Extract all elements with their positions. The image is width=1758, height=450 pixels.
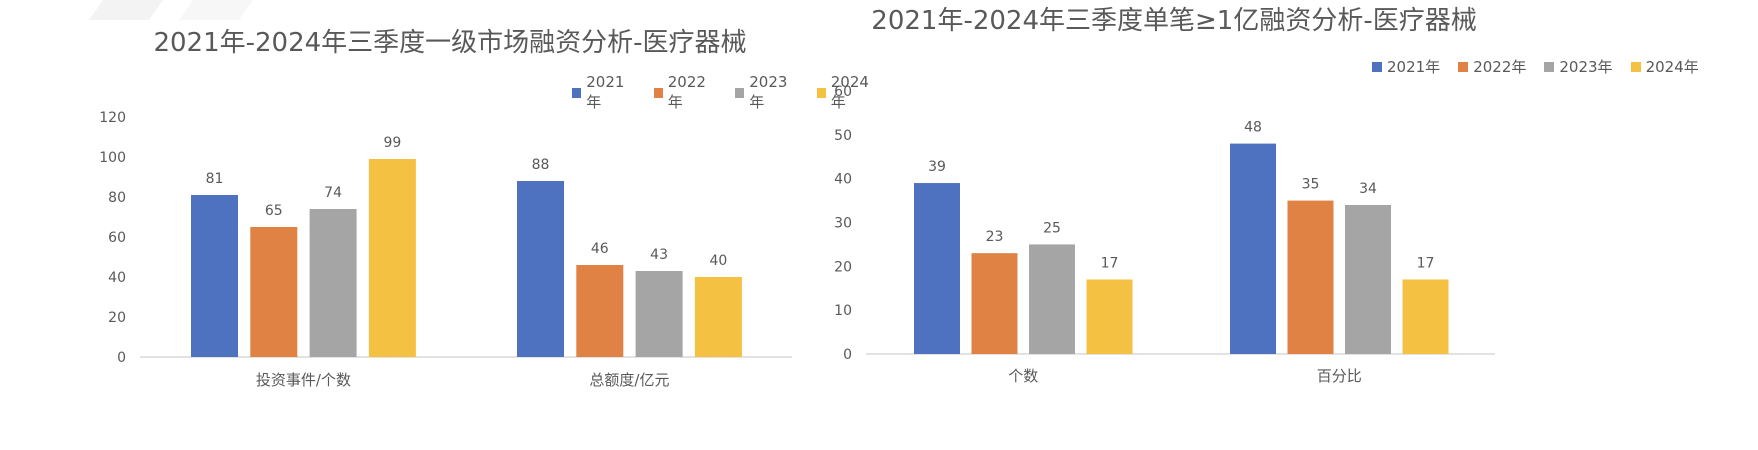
y-tick-label: 20 — [108, 310, 126, 326]
data-label: 81 — [206, 171, 224, 187]
legend-swatch — [1372, 61, 1382, 72]
bar-2021-1 — [1230, 143, 1276, 354]
x-category-label: 个数 — [1008, 367, 1038, 385]
legend-item-2021: 2021年 — [1372, 56, 1440, 77]
data-label: 99 — [383, 135, 401, 151]
bar-2022-1 — [576, 265, 624, 357]
y-tick-label: 10 — [834, 303, 852, 319]
bar-2021-0 — [191, 195, 238, 357]
data-label: 88 — [532, 157, 550, 173]
data-label: 23 — [986, 229, 1004, 245]
chart-investment-analysis: 2021年-2024年三季度一级市场融资分析-医疗器械 2021年 2022年 … — [99, 28, 880, 389]
y-tick-label: 20 — [834, 259, 852, 275]
chart-title: 2021年-2024年三季度单笔≥1亿融资分析-医疗器械 — [871, 6, 1477, 36]
data-label: 17 — [1417, 255, 1435, 271]
chart-legend: 2021年 2022年 2023年 2024年 — [1372, 56, 1699, 77]
bar-2022-0 — [250, 227, 298, 357]
legend-item-2022: 2022年 — [1458, 56, 1526, 77]
data-label: 34 — [1359, 181, 1377, 197]
bar-2023-1 — [635, 271, 683, 357]
y-tick-label: 0 — [843, 347, 852, 363]
data-label: 65 — [265, 203, 283, 219]
chart-legend: 2021年 2022年 2023年 2024年 — [572, 73, 880, 112]
legend-swatch — [653, 87, 663, 98]
bar-2021-0 — [914, 183, 960, 354]
y-tick-label: 40 — [834, 172, 852, 188]
legend-label: 2024年 — [830, 73, 869, 111]
data-label: 35 — [1302, 177, 1320, 193]
legend-item-2024: 2024年 — [1630, 56, 1699, 77]
data-label: 25 — [1043, 220, 1061, 236]
y-tick-label: 80 — [108, 190, 126, 206]
bar-2023-0 — [309, 209, 357, 357]
legend-label: 2021年 — [1387, 58, 1441, 76]
legend-label: 2022年 — [667, 73, 706, 111]
data-label: 48 — [1244, 120, 1262, 136]
legend-swatch — [1630, 61, 1641, 72]
bar-2021-1 — [517, 181, 564, 357]
x-category-label: 百分比 — [1317, 367, 1362, 385]
bar-2023-0 — [1029, 244, 1075, 354]
legend-item-2023: 2023年 — [735, 73, 799, 112]
legend-label: 2023年 — [749, 73, 788, 111]
x-category-label: 总额度/亿元 — [589, 371, 669, 389]
y-tick-label: 100 — [99, 150, 126, 166]
data-label: 74 — [324, 185, 342, 201]
chart-title: 2021年-2024年三季度一级市场融资分析-医疗器械 — [153, 28, 747, 58]
bar-2024-1 — [694, 277, 742, 357]
legend-swatch — [735, 87, 745, 98]
legend-label: 2021年 — [586, 73, 625, 111]
bar-2024-0 — [368, 159, 416, 357]
data-label: 40 — [709, 253, 727, 269]
bar-2024-1 — [1402, 279, 1449, 354]
y-tick-label: 40 — [108, 270, 126, 286]
bar-2022-0 — [971, 253, 1018, 354]
bar-chart-plot: 0 20 40 60 80 100 120 81 65 74 99 投资事件/个数 88 46 43 40 总额… — [99, 110, 792, 389]
y-tick-label: 60 — [108, 230, 126, 246]
legend-label: 2024年 — [1645, 58, 1699, 76]
legend-swatch — [816, 87, 826, 98]
y-tick-label: 30 — [834, 216, 852, 232]
x-category-label: 投资事件/个数 — [256, 371, 351, 389]
legend-item-2023: 2023年 — [1544, 56, 1613, 77]
data-label: 46 — [591, 241, 609, 257]
legend-item-2024: 2024年 — [816, 73, 881, 112]
bar-2024-0 — [1086, 279, 1133, 354]
legend-item-2022: 2022年 — [653, 73, 718, 112]
legend-swatch — [1544, 61, 1555, 72]
legend-swatch — [1458, 61, 1469, 72]
y-tick-label: 50 — [834, 128, 852, 144]
y-tick-label: 120 — [99, 110, 126, 126]
y-tick-label: 60 — [834, 84, 852, 100]
legend-label: 2022年 — [1473, 58, 1527, 76]
legend-swatch — [572, 87, 582, 98]
legend-item-2021: 2021年 — [572, 73, 636, 112]
data-label: 43 — [650, 247, 668, 263]
legend-label: 2023年 — [1559, 58, 1613, 76]
data-label: 17 — [1101, 255, 1119, 271]
data-label: 39 — [928, 159, 946, 175]
y-tick-label: 0 — [117, 350, 126, 366]
bar-2022-1 — [1287, 200, 1334, 354]
bar-2023-1 — [1345, 204, 1391, 354]
